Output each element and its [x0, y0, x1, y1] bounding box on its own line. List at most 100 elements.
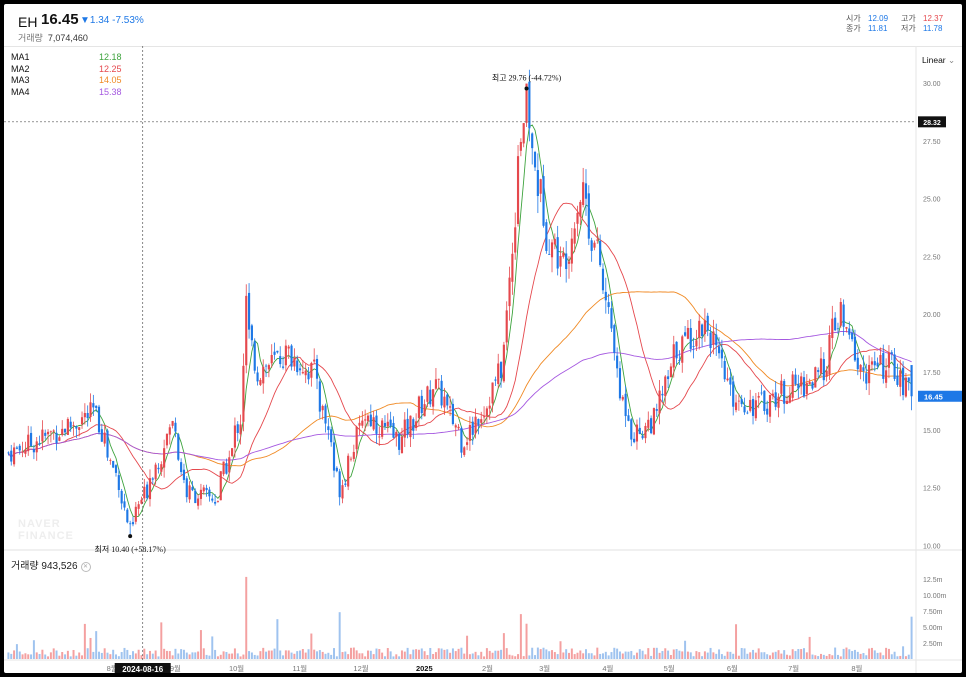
candle-body	[239, 424, 242, 435]
volume-bar	[720, 654, 723, 659]
candle-body	[604, 291, 607, 301]
candle-body	[426, 386, 429, 402]
candle-body	[570, 238, 573, 264]
candle-body	[185, 478, 188, 498]
volume-bar	[500, 649, 503, 659]
volume-bar	[454, 651, 457, 659]
volume-bar	[814, 655, 817, 659]
volume-bar	[771, 652, 774, 659]
volume-bar	[316, 651, 319, 659]
candle-body	[681, 336, 684, 363]
low-annotation: 최저 10.40 (+58.17%)	[95, 544, 167, 554]
high-label: 고가	[901, 14, 916, 23]
volume-bar	[681, 651, 684, 659]
volume-bar	[839, 656, 842, 659]
candle-body	[698, 320, 701, 338]
volume-bar	[735, 624, 738, 659]
volume-bar	[494, 650, 497, 659]
volume-bar	[117, 656, 120, 659]
volume-bar	[556, 654, 559, 659]
candle-body	[202, 487, 205, 492]
candle-body	[720, 349, 723, 359]
candle-body	[129, 523, 132, 525]
volume-bar	[805, 652, 808, 659]
candle-body	[253, 341, 256, 371]
candle-body	[92, 403, 95, 408]
volume-bar	[551, 650, 554, 659]
candle-body	[655, 409, 658, 411]
candle-body	[525, 83, 528, 123]
settings-icon[interactable]: ✕	[80, 562, 91, 572]
volume-bar	[437, 648, 440, 659]
volume-bar	[621, 653, 624, 659]
volume-bar	[163, 648, 166, 659]
volume-bar	[695, 651, 698, 659]
volume-bar	[647, 648, 650, 659]
volume-bar	[120, 652, 123, 659]
volume-bar	[655, 647, 658, 659]
volume-bar	[248, 651, 251, 659]
scale-label: Linear	[922, 55, 946, 65]
volume-bar	[426, 655, 429, 659]
candle-body	[822, 358, 825, 381]
volume-bar	[299, 650, 302, 659]
volume-tick-label: 10.00m	[923, 593, 947, 600]
volume-bar	[616, 648, 619, 659]
candle-body	[780, 380, 783, 394]
volume-bar	[873, 650, 876, 659]
candle-body	[264, 365, 268, 367]
ma-legend-row: MA1 12.18	[11, 52, 122, 64]
volume-bar	[783, 650, 786, 659]
volume-bar	[743, 648, 746, 659]
candle-body	[236, 424, 239, 433]
ma2-value: 12.25	[99, 63, 122, 74]
ma-legend: MA1 12.18 MA2 12.25 MA3 14.05 MA4 15.38	[11, 52, 122, 98]
volume-bar	[81, 655, 84, 659]
candle-body	[262, 366, 265, 384]
volume-bar	[831, 655, 834, 659]
volume-bar	[27, 654, 30, 659]
candle-body	[870, 361, 874, 365]
volume-bar	[369, 650, 372, 659]
volume-bar	[675, 649, 678, 659]
volume-bar	[290, 652, 293, 659]
candle-body	[400, 436, 404, 454]
volume-bar	[214, 649, 217, 659]
candle-body	[250, 325, 253, 341]
volume-bar	[808, 636, 811, 659]
volume-bar	[282, 655, 285, 659]
price-chart[interactable]: 30.00 27.50 25.00 22.50 20.00 17.50 15.00 12.50…	[4, 46, 962, 673]
candle-body	[61, 428, 64, 435]
candle-body	[375, 415, 378, 434]
volume-bar	[222, 651, 225, 659]
volume-bar	[584, 649, 587, 659]
candle-body	[868, 364, 871, 384]
volume-bar	[38, 654, 41, 659]
candle-body	[165, 433, 169, 446]
volume-bar	[819, 653, 822, 659]
candle-body	[650, 418, 653, 434]
candle-body	[114, 465, 118, 473]
volume-bar	[174, 648, 177, 659]
scale-toggle-button[interactable]: Linear ⌄	[922, 55, 955, 66]
crosshair-date-box	[114, 663, 171, 673]
candle-body	[511, 253, 514, 282]
stock-header: EH 16.45 ▼1.34 -7.53% 거래량 7,074,460 시가 12.…	[4, 4, 962, 47]
volume-bar	[225, 651, 228, 659]
high-value: 12.37	[923, 14, 944, 23]
candle-body	[856, 357, 859, 370]
volume-bar	[559, 641, 562, 659]
volume-bar	[729, 651, 732, 659]
volume-bar	[836, 654, 839, 659]
candle-body	[466, 442, 469, 445]
candle-body	[38, 443, 41, 445]
volume-bar	[381, 652, 384, 659]
volume-bar	[197, 651, 200, 659]
volume-bar	[545, 649, 548, 659]
volume-bar	[270, 650, 273, 659]
candle-body	[298, 368, 302, 371]
volume-bar	[245, 576, 248, 659]
volume-bar	[185, 652, 188, 659]
candle-body	[596, 239, 599, 241]
volume-bar	[706, 652, 709, 659]
